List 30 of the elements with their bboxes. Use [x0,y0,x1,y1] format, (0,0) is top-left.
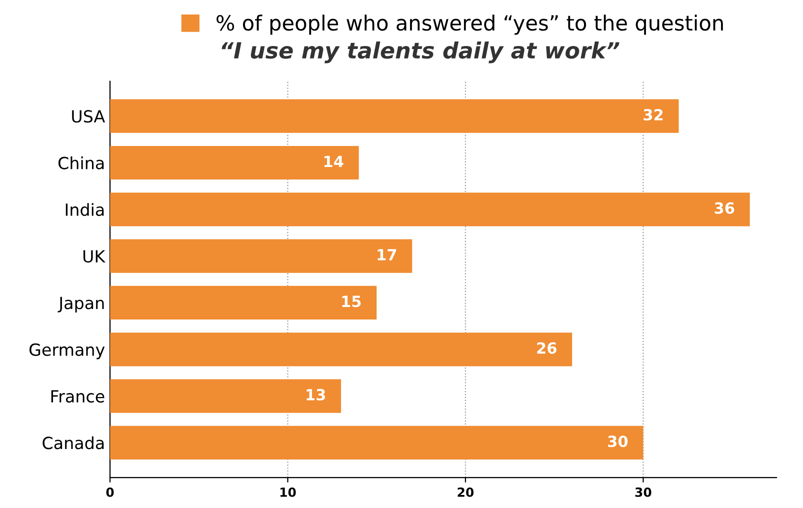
y-tick-label: France [51,390,104,403]
data-label: 17 [378,249,396,260]
data-label: 26 [537,342,556,354]
legend-label: % of people who answered “yes” to the question [216,14,723,35]
y-tick-label: India [66,203,104,216]
data-label: 15 [342,296,361,308]
y-tick-label: Germany [29,343,105,360]
bar [110,99,679,133]
y-tick-label: Canada [42,436,104,450]
data-label: 32 [644,108,663,121]
bar [110,379,342,413]
bar [110,332,572,366]
y-tick-label: Japan [58,296,104,313]
bar [110,239,412,273]
data-label: 13 [306,388,325,400]
y-tick-label: UK [83,250,106,263]
y-tick-label: USA [72,110,106,123]
x-tick-label: 20 [458,487,474,497]
data-label: 14 [324,156,344,167]
bar [110,192,750,226]
bar [110,146,359,180]
x-tick-label: 0 [106,487,114,497]
x-tick-label: 30 [635,487,652,497]
x-tick-label: 10 [280,487,296,497]
bar [110,426,644,460]
y-tick-label: China [58,156,104,170]
chart-title: “I use my talents daily at work” [222,42,620,64]
bar [110,286,377,320]
data-label: 30 [608,436,628,448]
data-label: 36 [714,202,734,214]
